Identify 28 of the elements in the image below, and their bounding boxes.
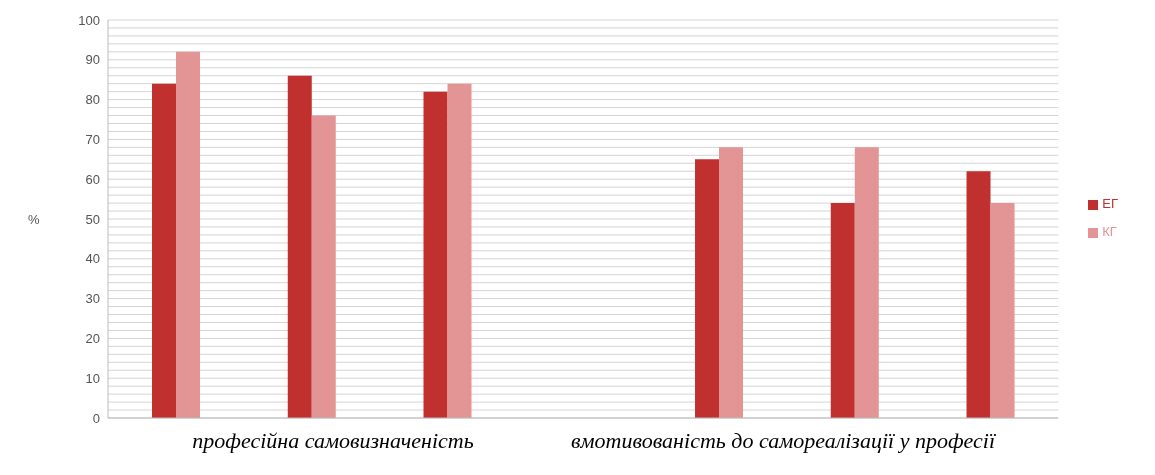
bar [830,203,855,418]
y-tick-label: 70 [85,132,100,148]
text: вмотивованість до самореалізації у професії [570,428,997,454]
bar [447,83,472,418]
y-tick-label: 90 [85,52,100,68]
bar [176,51,200,418]
bar [990,203,1015,418]
y-tick-label: 20 [85,331,100,347]
y-tick-label: 0 [92,410,100,426]
y-tick-label: 10 [85,370,100,386]
y-tick-label: 30 [85,291,100,307]
y-tick-label: 100 [78,12,100,28]
bar [423,91,448,418]
bar [695,159,720,418]
legend-label: КГ [1102,224,1117,239]
bar [152,83,176,418]
bar [966,171,991,418]
legend-label: ЕГ [1102,196,1118,211]
y-tick-label: 50 [85,211,100,227]
y-axis-title: % [28,211,40,227]
text: професійна самовизначеність [191,428,475,454]
y-tick-label: 40 [85,251,100,267]
bar [311,115,336,418]
y-tick-label: 60 [85,171,100,187]
bar [719,147,744,418]
bar [854,147,879,418]
y-tick-label: 80 [85,92,100,108]
bar [287,75,312,418]
